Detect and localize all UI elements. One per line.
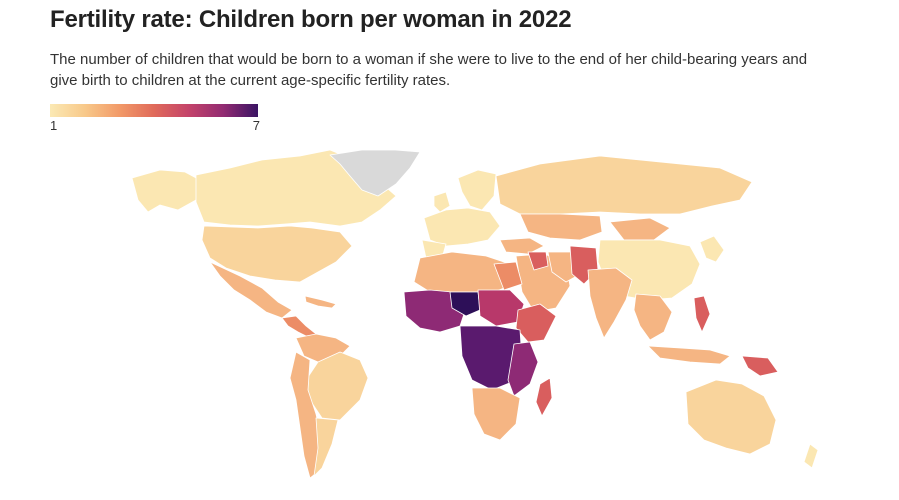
legend-min-label: 1 xyxy=(50,118,58,133)
region-egypt[interactable] xyxy=(493,261,523,291)
region-papua-new-guinea[interactable] xyxy=(741,355,779,377)
region-southern-africa[interactable] xyxy=(471,387,521,441)
region-iraq-syria[interactable] xyxy=(527,251,549,271)
region-usa[interactable] xyxy=(201,225,353,283)
color-legend: 1 7 xyxy=(50,104,260,133)
region-russia[interactable] xyxy=(495,155,753,215)
region-australia[interactable] xyxy=(685,379,777,455)
region-madagascar[interactable] xyxy=(535,377,553,417)
region-philippines[interactable] xyxy=(693,295,711,333)
page-title: Fertility rate: Children born per woman … xyxy=(50,6,572,33)
region-mongolia[interactable] xyxy=(609,217,671,241)
region-turkey[interactable] xyxy=(499,237,545,255)
region-indonesia[interactable] xyxy=(647,345,731,365)
region-argentina[interactable] xyxy=(313,417,339,477)
region-alaska[interactable] xyxy=(131,169,201,213)
region-ethiopia-somalia[interactable] xyxy=(515,303,557,343)
region-korea-japan[interactable] xyxy=(699,235,725,263)
legend-max-label: 7 xyxy=(252,118,260,133)
region-new-zealand[interactable] xyxy=(803,443,819,469)
region-greenland[interactable] xyxy=(329,149,421,197)
region-kazakhstan[interactable] xyxy=(519,213,603,241)
region-east-africa[interactable] xyxy=(507,341,539,397)
legend-labels: 1 7 xyxy=(50,118,260,133)
region-india[interactable] xyxy=(587,267,633,339)
page-subtitle: The number of children that would be bor… xyxy=(50,51,808,89)
region-uk[interactable] xyxy=(433,191,451,213)
region-brazil[interactable] xyxy=(305,351,369,421)
region-niger[interactable] xyxy=(449,291,481,317)
region-caribbean[interactable] xyxy=(304,295,337,309)
region-western-europe[interactable] xyxy=(423,207,501,247)
region-southeast-asia[interactable] xyxy=(633,293,673,341)
legend-gradient-bar xyxy=(50,104,258,117)
region-scandinavia[interactable] xyxy=(457,169,497,211)
